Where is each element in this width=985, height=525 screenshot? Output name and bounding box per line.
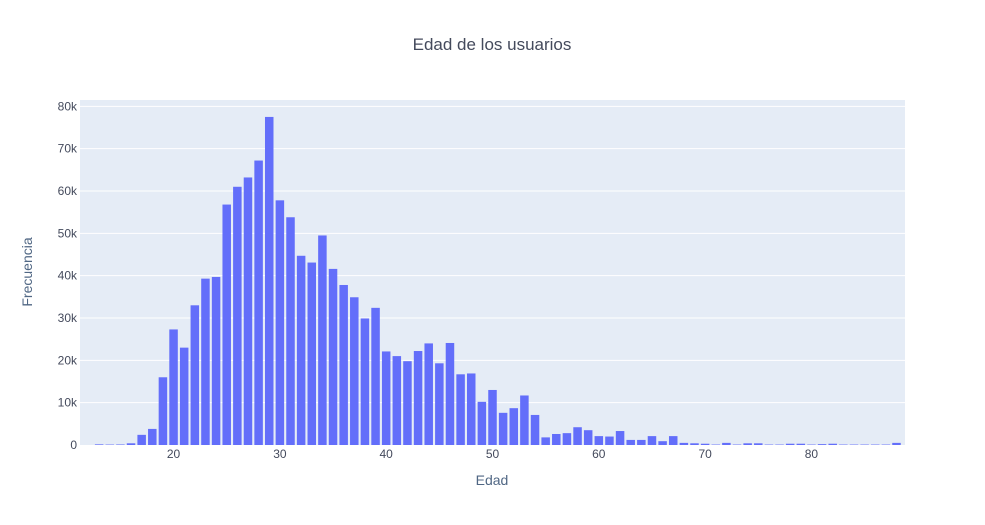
bar <box>530 414 540 445</box>
bar <box>498 412 508 445</box>
bar <box>275 200 285 445</box>
bar <box>116 444 125 445</box>
bar <box>126 443 136 445</box>
bar <box>626 439 635 445</box>
y-tick-label: 80k <box>58 99 78 113</box>
bar <box>307 262 317 445</box>
chart-title: Edad de los usuarios <box>413 35 572 54</box>
bar <box>318 235 327 445</box>
bar <box>403 361 412 445</box>
bar <box>137 434 146 445</box>
bar <box>360 318 370 445</box>
bar <box>392 356 402 445</box>
y-tick-label: 10k <box>58 396 78 410</box>
bar <box>796 443 806 445</box>
x-axis-title: Edad <box>476 472 509 488</box>
bar <box>456 374 465 445</box>
bar <box>583 430 593 445</box>
bar <box>233 186 242 445</box>
bar <box>679 442 689 445</box>
bar <box>594 436 604 445</box>
bar <box>637 439 646 445</box>
bar <box>158 377 168 445</box>
bar <box>562 433 572 445</box>
bar <box>700 443 710 445</box>
x-tick-label: 70 <box>698 447 712 461</box>
bar <box>520 395 529 445</box>
x-tick-label: 80 <box>805 447 819 461</box>
x-tick-label: 20 <box>167 447 181 461</box>
bar <box>148 428 157 445</box>
x-tick-label: 30 <box>273 447 287 461</box>
bar <box>615 431 625 445</box>
bar <box>222 204 231 445</box>
bar <box>169 329 178 445</box>
bar <box>339 284 348 445</box>
x-axis-ticks: 20 30 40 50 60 70 80 <box>167 447 819 461</box>
y-tick-label: 60k <box>58 184 78 198</box>
bar <box>785 443 795 445</box>
bar <box>573 427 582 445</box>
bar <box>413 351 423 445</box>
bar <box>424 343 433 445</box>
x-tick-label: 50 <box>486 447 500 461</box>
bar <box>605 436 614 445</box>
bar <box>690 443 699 445</box>
bar <box>179 347 189 445</box>
bar <box>817 444 827 445</box>
y-axis-title: Frecuencia <box>19 237 35 306</box>
bar <box>722 442 731 445</box>
bar <box>190 305 200 445</box>
bar <box>509 408 519 445</box>
bar <box>668 436 678 445</box>
bar <box>211 276 221 445</box>
bar <box>435 363 444 445</box>
bar <box>743 443 752 445</box>
x-tick-label: 40 <box>380 447 394 461</box>
bar <box>243 177 253 446</box>
bars <box>94 116 901 446</box>
bar <box>541 437 550 445</box>
y-tick-label: 0 <box>70 438 77 452</box>
bar <box>286 217 295 445</box>
bar <box>488 389 497 445</box>
bar <box>94 444 104 445</box>
y-tick-label: 40k <box>58 269 78 283</box>
bar <box>754 443 763 445</box>
bar <box>371 307 380 445</box>
bar <box>892 442 901 445</box>
bar <box>381 351 391 445</box>
bar <box>828 443 837 445</box>
bar <box>201 278 210 445</box>
bar <box>254 160 263 445</box>
bar <box>264 116 274 445</box>
x-tick-label: 60 <box>592 447 606 461</box>
y-axis-ticks: 0 10k 20k 30k 40k 50k 60k 70k 80k <box>58 99 78 452</box>
bar <box>477 401 487 445</box>
bar <box>350 297 359 445</box>
y-tick-label: 30k <box>58 311 78 325</box>
bar <box>466 373 476 445</box>
y-tick-label: 20k <box>58 353 78 367</box>
y-tick-label: 50k <box>58 226 78 240</box>
bar <box>658 441 667 445</box>
y-tick-label: 70k <box>58 142 78 156</box>
bar <box>552 433 561 445</box>
bar <box>328 268 338 445</box>
bar <box>647 436 657 445</box>
bar <box>445 342 455 445</box>
bar <box>296 255 306 445</box>
